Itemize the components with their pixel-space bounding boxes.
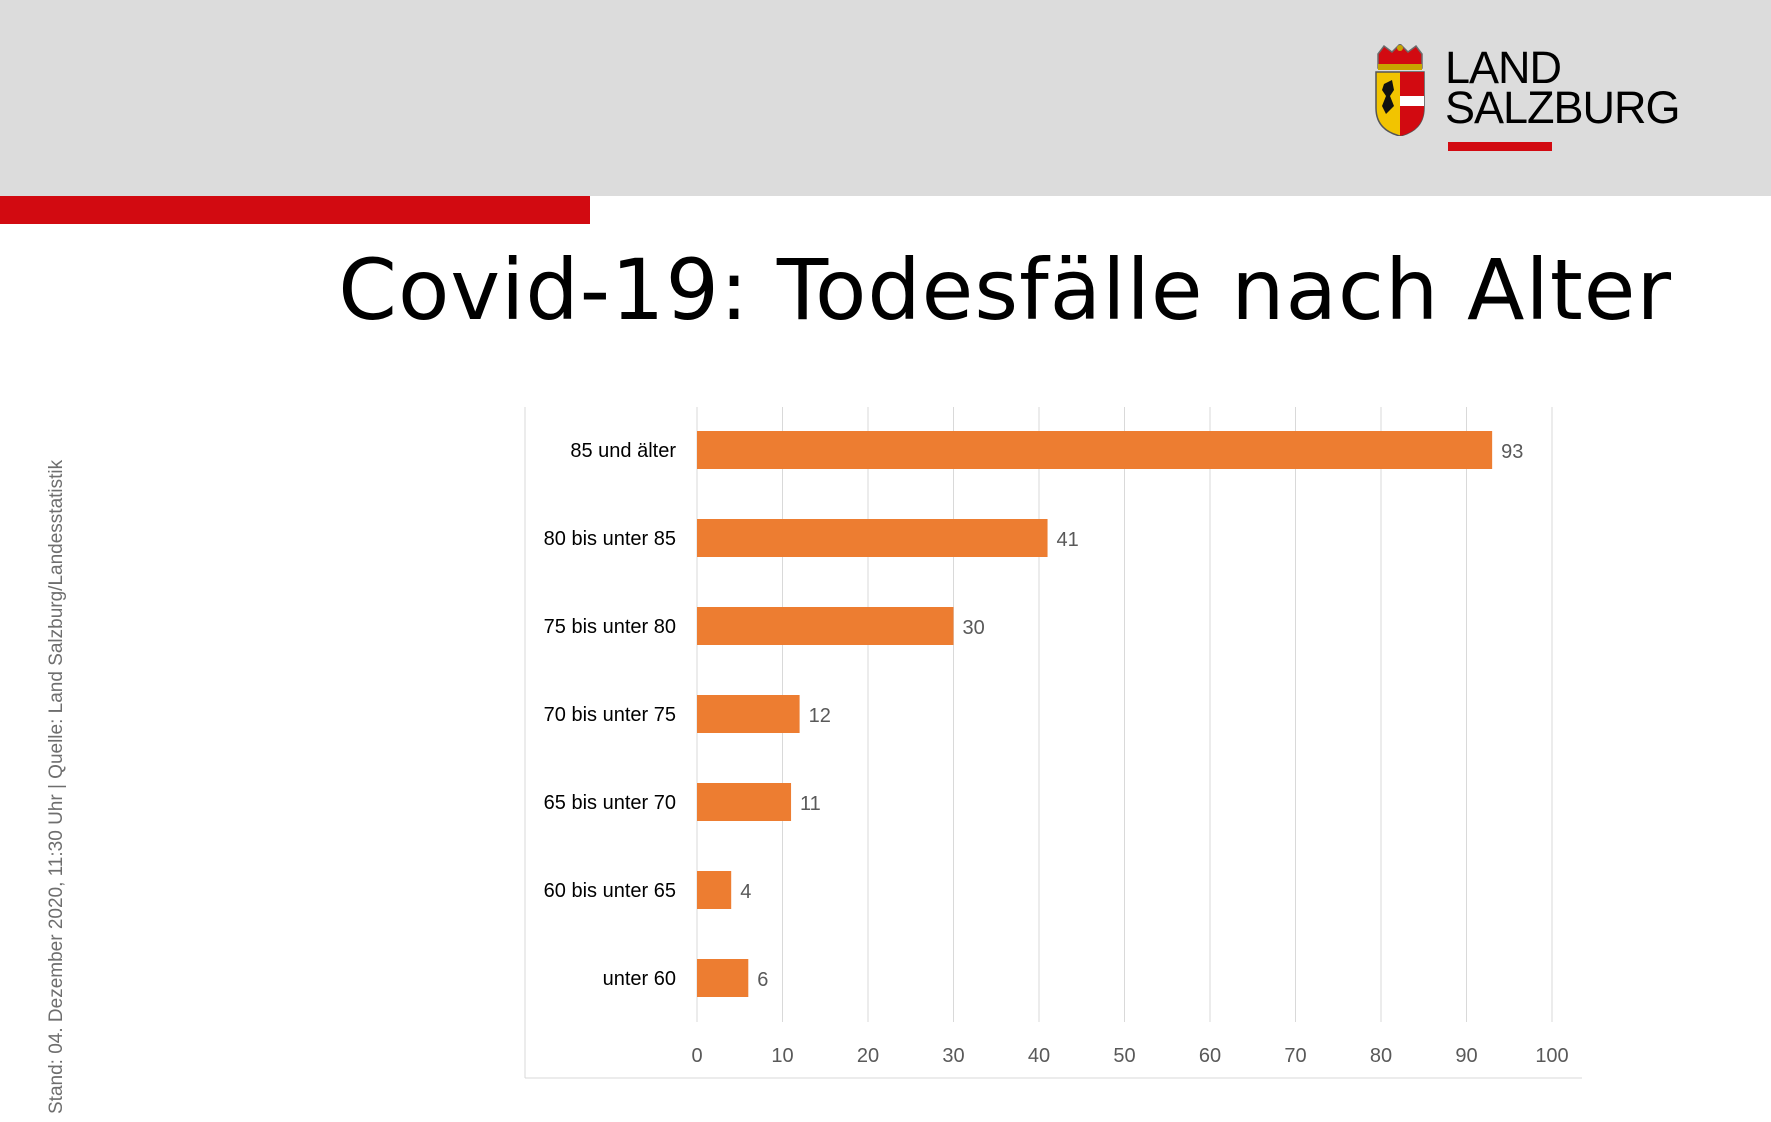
page-title: Covid-19: Todesfälle nach Alter bbox=[338, 241, 1672, 339]
category-label: 85 und älter bbox=[570, 440, 676, 462]
category-label: 70 bis unter 75 bbox=[544, 704, 676, 726]
logo-line-salzburg: SALZBURG bbox=[1445, 82, 1681, 133]
data-label: 11 bbox=[800, 793, 821, 815]
header-band bbox=[0, 0, 1771, 196]
x-tick-label: 100 bbox=[1535, 1045, 1568, 1067]
bar bbox=[697, 959, 749, 997]
category-label: 75 bis unter 80 bbox=[544, 616, 676, 638]
data-label: 6 bbox=[757, 969, 768, 991]
x-tick-label: 40 bbox=[1028, 1045, 1050, 1067]
data-label: 12 bbox=[809, 705, 831, 727]
x-tick-label: 90 bbox=[1455, 1045, 1477, 1067]
bar bbox=[697, 607, 954, 645]
bar bbox=[697, 783, 792, 821]
data-label: 30 bbox=[963, 617, 985, 639]
category-label: 65 bis unter 70 bbox=[544, 792, 676, 814]
category-label: 60 bis unter 65 bbox=[544, 880, 676, 902]
x-tick-label: 80 bbox=[1370, 1045, 1392, 1067]
data-label: 41 bbox=[1057, 529, 1079, 551]
x-tick-label: 50 bbox=[1113, 1045, 1135, 1067]
land-salzburg-logo: LAND SALZBURG bbox=[1372, 44, 1692, 154]
x-tick-label: 60 bbox=[1199, 1045, 1221, 1067]
x-tick-label: 70 bbox=[1284, 1045, 1306, 1067]
x-tick-label: 10 bbox=[771, 1045, 793, 1067]
logo-line-land: LAND bbox=[1445, 42, 1562, 93]
x-tick-label: 0 bbox=[691, 1045, 702, 1067]
category-label: 80 bis unter 85 bbox=[544, 528, 676, 550]
bar bbox=[697, 519, 1048, 557]
bar bbox=[697, 695, 800, 733]
red-accent-stripe bbox=[0, 196, 590, 224]
bar bbox=[697, 431, 1493, 469]
x-tick-label: 30 bbox=[942, 1045, 964, 1067]
data-label: 93 bbox=[1501, 441, 1523, 463]
data-label: 4 bbox=[740, 881, 751, 903]
logo-red-underline bbox=[1448, 142, 1552, 151]
bar bbox=[697, 871, 732, 909]
salzburg-coat-of-arms-icon bbox=[1375, 44, 1425, 136]
x-tick-label: 20 bbox=[857, 1045, 879, 1067]
category-label: unter 60 bbox=[603, 968, 676, 990]
